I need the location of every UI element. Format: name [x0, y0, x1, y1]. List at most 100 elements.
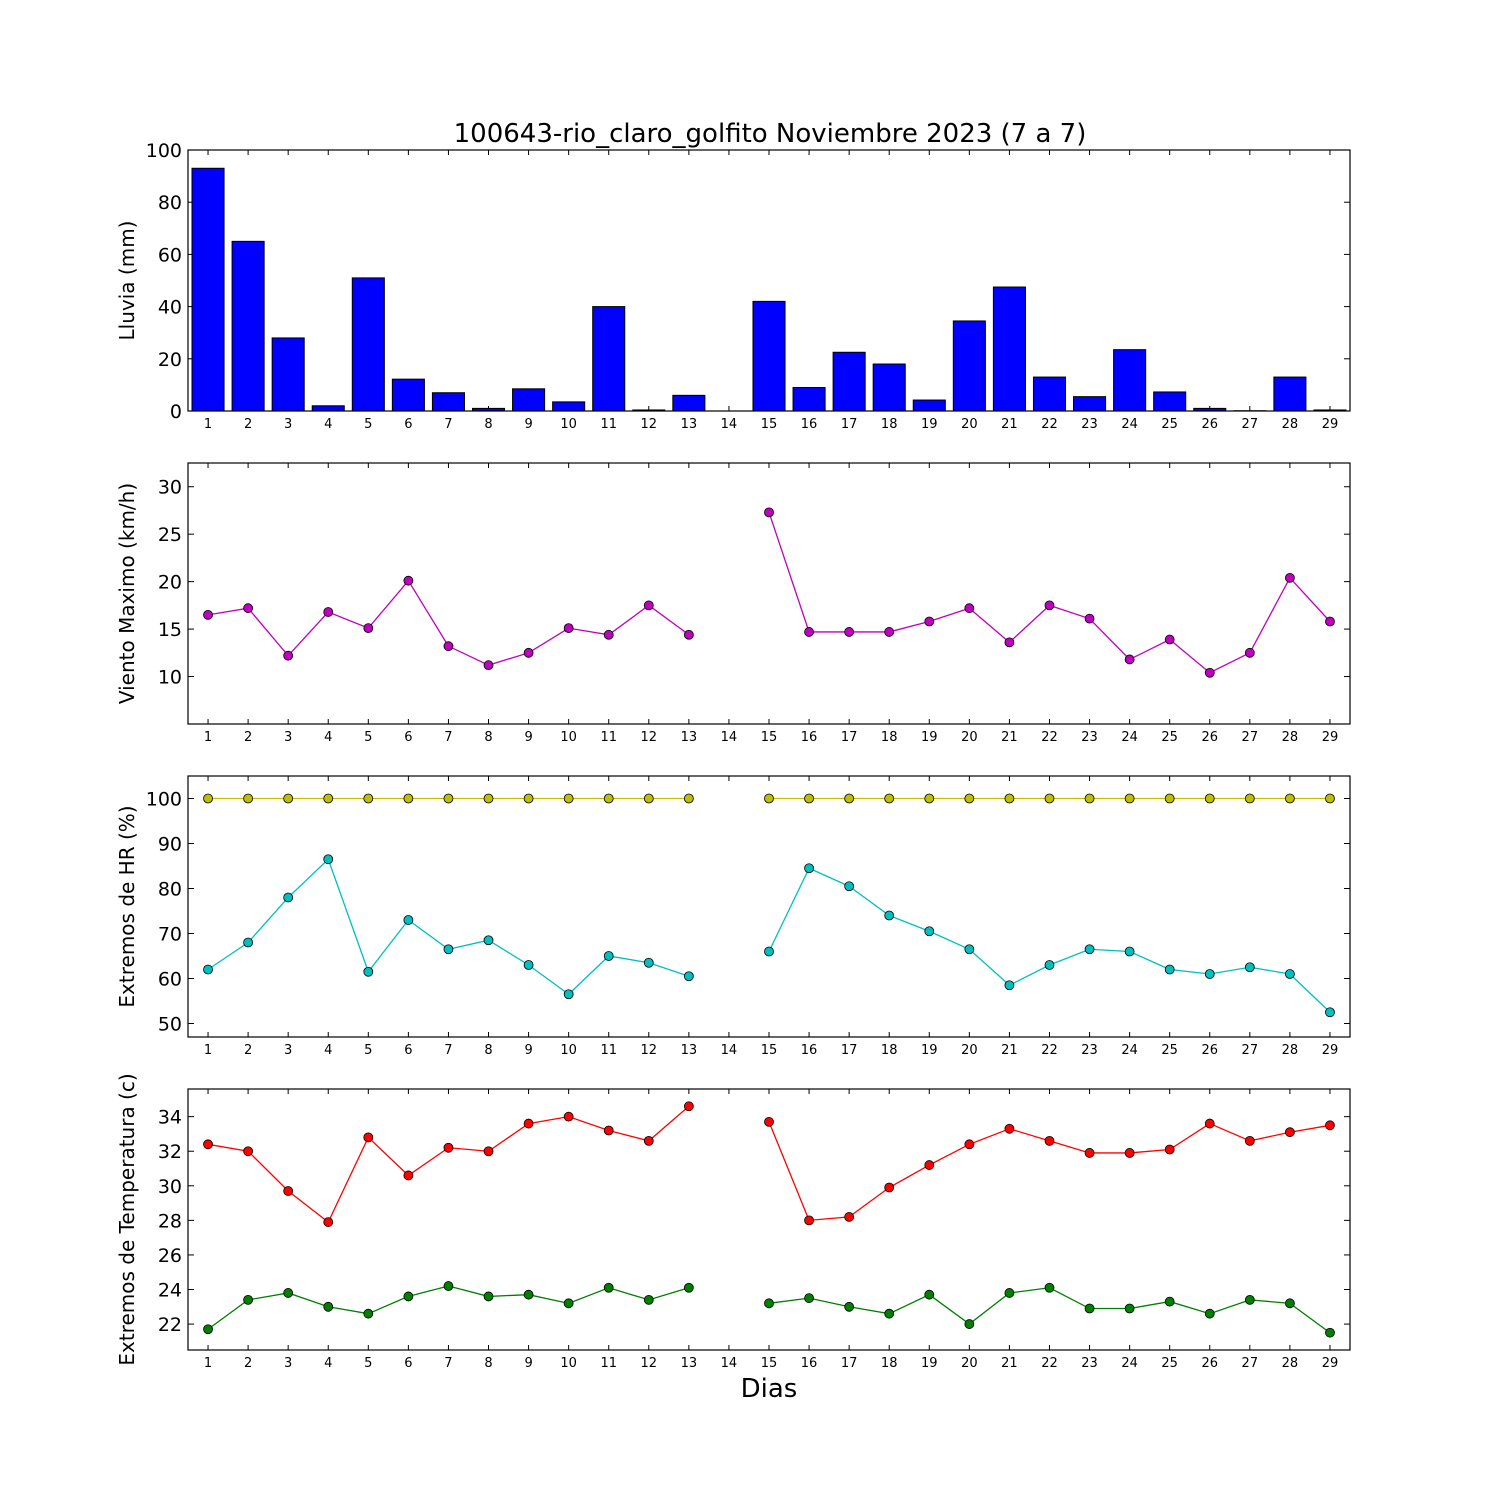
data-point [964, 1319, 975, 1329]
y-tick-label: 50 [158, 1014, 182, 1036]
data-point [1204, 793, 1215, 804]
bar [1073, 396, 1107, 412]
data-point [363, 1132, 374, 1143]
x-tick-label: 12 [641, 417, 658, 432]
x-tick-label: 15 [761, 730, 778, 745]
x-axis-label: Dias [741, 1374, 798, 1404]
data-point [483, 660, 494, 671]
data-point [523, 647, 534, 658]
data-point [403, 915, 414, 925]
data-point [804, 793, 814, 804]
x-tick-label: 28 [1282, 417, 1299, 432]
x-tick-label: 14 [721, 417, 738, 432]
data-point [1044, 960, 1055, 970]
data-point [1084, 613, 1095, 624]
data-point [443, 1281, 454, 1291]
x-tick-label: 9 [524, 1043, 532, 1058]
x-tick-label: 24 [1121, 1043, 1138, 1058]
x-tick-label: 6 [404, 1356, 412, 1371]
data-point [1244, 793, 1255, 804]
y-tick-label: 60 [158, 244, 182, 266]
data-point [1124, 1148, 1135, 1158]
data-point [1004, 793, 1015, 804]
data-point [1084, 1303, 1095, 1314]
data-point [203, 793, 213, 804]
x-tick-label: 27 [1242, 417, 1259, 432]
data-point [563, 989, 574, 1000]
data-point [844, 793, 855, 804]
x-tick-label: 4 [324, 417, 332, 432]
data-point [323, 607, 334, 617]
bar [311, 405, 345, 412]
data-point [483, 935, 494, 946]
data-point [483, 1146, 494, 1157]
x-tick-label: 11 [600, 1043, 617, 1058]
x-tick-label: 29 [1322, 1356, 1339, 1371]
x-tick-label: 27 [1242, 1356, 1259, 1371]
x-tick-label: 14 [721, 730, 738, 745]
plot-frame [187, 149, 1351, 412]
data-point [563, 793, 574, 804]
data-point [964, 793, 975, 804]
x-tick-label: 9 [524, 730, 532, 745]
x-tick-label: 1 [204, 1356, 212, 1371]
x-tick-label: 8 [484, 1043, 492, 1058]
bar [231, 240, 265, 412]
x-tick-label: 19 [921, 730, 938, 745]
data-point [1204, 1308, 1215, 1319]
bar [752, 300, 786, 412]
series-line-2 [768, 1287, 1331, 1334]
x-tick-label: 9 [524, 417, 532, 432]
y-tick-label: 90 [158, 834, 182, 856]
data-point [1004, 1288, 1015, 1298]
x-tick-label: 5 [364, 1356, 372, 1371]
x-tick-label: 13 [681, 417, 698, 432]
bar [832, 351, 866, 412]
x-tick-label: 19 [921, 1043, 938, 1058]
data-point [203, 964, 213, 975]
x-tick-label: 13 [681, 1043, 698, 1058]
x-tick-label: 3 [284, 730, 292, 745]
data-point [844, 1301, 855, 1312]
x-tick-label: 1 [204, 1043, 212, 1058]
x-tick-label: 28 [1282, 1043, 1299, 1058]
x-tick-label: 14 [721, 1356, 738, 1371]
data-point [1325, 1007, 1335, 1018]
x-tick-label: 24 [1121, 730, 1138, 745]
data-point [1284, 793, 1295, 804]
data-point [764, 946, 774, 957]
x-tick-label: 17 [841, 1356, 858, 1371]
data-point [643, 1135, 654, 1146]
x-tick-label: 17 [841, 417, 858, 432]
data-point [563, 1111, 574, 1122]
data-point [243, 937, 254, 948]
x-tick-label: 22 [1041, 730, 1058, 745]
x-tick-label: 15 [761, 1356, 778, 1371]
data-point [323, 854, 334, 865]
data-point [844, 627, 855, 637]
x-tick-label: 26 [1201, 1043, 1218, 1058]
data-point [764, 507, 774, 518]
x-tick-label: 1 [204, 730, 212, 745]
data-point [523, 1118, 534, 1129]
x-tick-label: 10 [560, 1043, 577, 1058]
y-tick-label: 20 [158, 349, 182, 371]
bar [191, 167, 225, 412]
x-tick-label: 3 [284, 1043, 292, 1058]
series-line-2 [207, 858, 690, 996]
x-tick-label: 2 [244, 417, 252, 432]
x-tick-label: 20 [961, 1043, 978, 1058]
bar [1273, 376, 1307, 412]
data-point [643, 600, 654, 611]
y-tick-label: 80 [158, 192, 182, 214]
y-tick-label: 22 [158, 1314, 182, 1336]
y-axis-label: Extremos de HR (%) [115, 805, 139, 1007]
x-tick-label: 29 [1322, 1043, 1339, 1058]
data-point [643, 793, 654, 804]
data-point [1124, 654, 1135, 665]
data-point [804, 863, 814, 874]
data-point [403, 1291, 414, 1302]
data-point [1244, 647, 1255, 658]
